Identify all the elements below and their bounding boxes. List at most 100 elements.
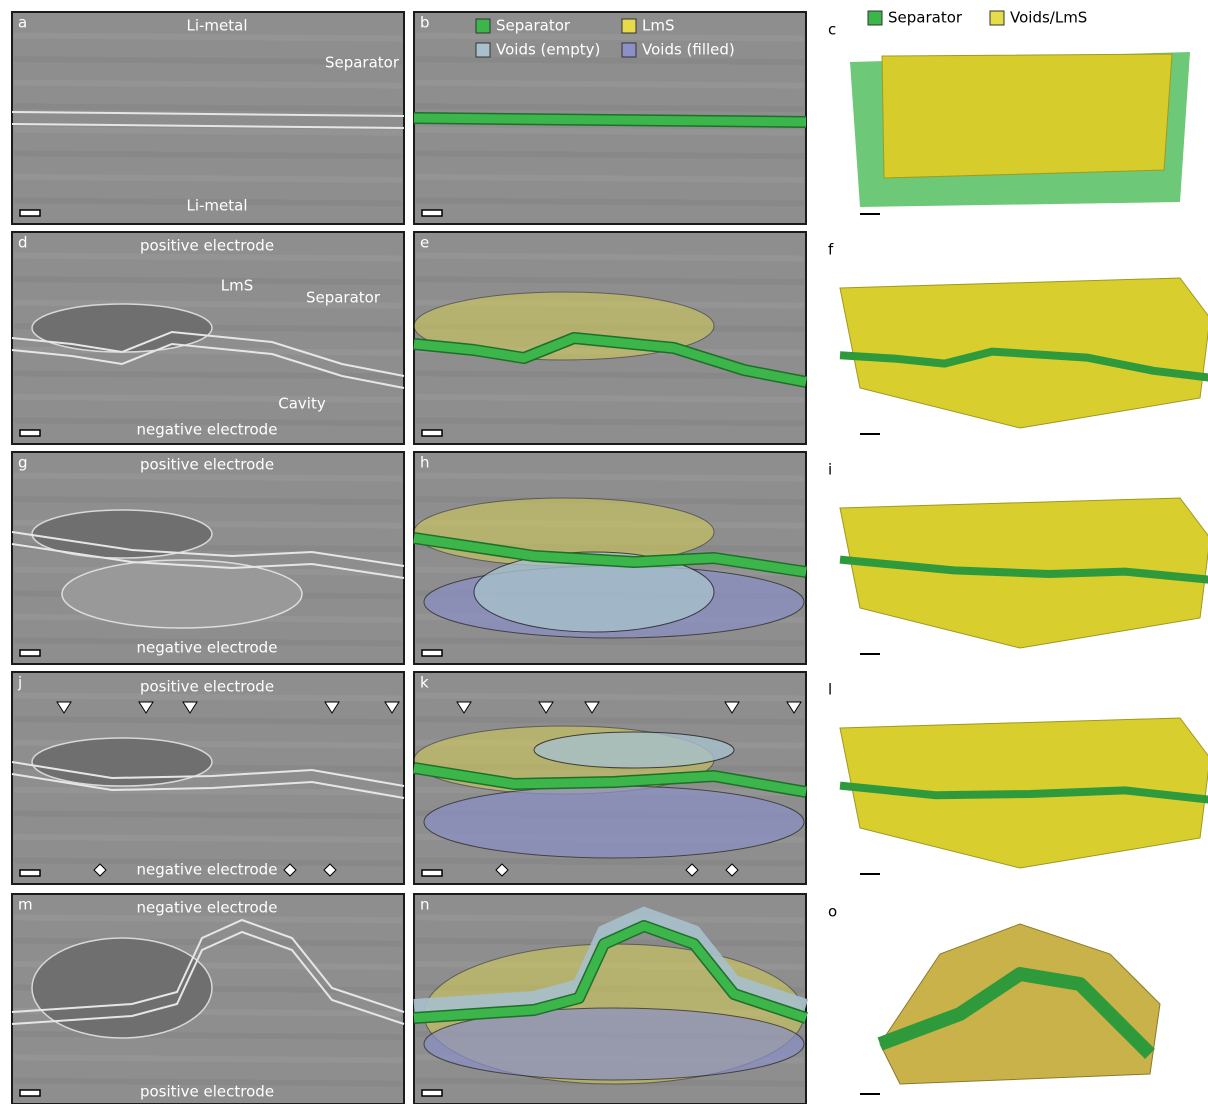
scale-bar [422, 1090, 442, 1096]
texture-streak [14, 1034, 402, 1037]
legend-label: Separator [888, 9, 963, 27]
panel-label: n [420, 896, 430, 914]
texture-streak [14, 941, 402, 944]
scale-bar [422, 210, 442, 216]
texture-streak [416, 200, 804, 203]
legend-swatch [990, 11, 1004, 25]
panel: b Separator LmS Voids (empty) Voids (filled) [414, 12, 806, 224]
panel: j positive electrode negative electrode [12, 672, 404, 884]
texture-streak [416, 719, 804, 722]
texture-streak [416, 153, 804, 156]
separator-band [414, 118, 806, 122]
panel: e [414, 232, 806, 444]
annotation: negative electrode [137, 899, 278, 917]
texture-streak [416, 83, 804, 86]
texture-streak [416, 397, 804, 400]
void-empty [534, 732, 734, 768]
annotation: Separator [306, 289, 381, 307]
texture-streak [14, 83, 402, 86]
annotation: negative electrode [137, 861, 278, 879]
annotation: Separator [325, 54, 400, 72]
scale-bar [422, 650, 442, 656]
texture-streak [416, 279, 804, 282]
texture-streak [14, 837, 402, 840]
texture-streak [416, 420, 804, 423]
legend-swatch [476, 19, 490, 33]
panel-label: o [828, 903, 837, 921]
panel-label: e [420, 234, 429, 252]
texture-streak [416, 256, 804, 259]
legend-label: Voids (filled) [642, 41, 735, 59]
texture-streak [14, 350, 402, 353]
panel-label: h [420, 454, 430, 472]
texture-streak [416, 130, 804, 133]
texture-streak [14, 106, 402, 109]
texture-streak [416, 917, 804, 920]
lms-3d [880, 924, 1160, 1084]
legend-label: Voids (empty) [496, 41, 600, 59]
scale-bar [20, 650, 40, 656]
figure: aLi-metalSeparatorLi-metalbSeparatorLmSV… [0, 0, 1208, 1104]
scale-bar [20, 210, 40, 216]
panel-label: j [17, 674, 22, 692]
panel: n [414, 894, 806, 1104]
texture-streak [416, 640, 804, 643]
texture-streak [416, 36, 804, 39]
panel: l [828, 681, 1208, 875]
annotation: negative electrode [137, 421, 278, 439]
annotation: LmS [221, 277, 254, 295]
panel-label: i [828, 461, 832, 479]
texture-streak [14, 1057, 402, 1060]
texture-streak [14, 499, 402, 502]
scale-bar [422, 870, 442, 876]
texture-streak [416, 106, 804, 109]
annotation: positive electrode [140, 456, 274, 474]
panel-label: l [828, 681, 832, 699]
scale-bar [20, 870, 40, 876]
texture-streak [416, 476, 804, 479]
annotation: Cavity [278, 395, 326, 413]
panel: h [414, 452, 806, 664]
scale-bar [20, 430, 40, 436]
legend-label: LmS [642, 17, 675, 35]
texture-streak [416, 177, 804, 180]
texture-streak [14, 153, 402, 156]
texture-streak [14, 696, 402, 699]
texture-streak [14, 279, 402, 282]
texture-streak [14, 917, 402, 920]
annotation: negative electrode [137, 639, 278, 657]
legend-swatch [476, 43, 490, 57]
panel-label: m [18, 896, 33, 914]
annotation: Li-metal [186, 17, 247, 35]
annotation: positive electrode [140, 678, 274, 696]
panel-label: c [828, 21, 836, 39]
void-filled [424, 786, 804, 858]
panel-label: d [18, 234, 28, 252]
texture-streak [416, 860, 804, 863]
micrograph [12, 12, 404, 224]
panel: d positive electrode LmS Separator Cavityneg… [12, 232, 404, 444]
texture-streak [14, 813, 402, 816]
panel-label: b [420, 14, 430, 32]
texture-streak [14, 719, 402, 722]
legend-label: Separator [496, 17, 571, 35]
legend-swatch [622, 43, 636, 57]
panel-label: k [420, 674, 429, 692]
annotation: Li-metal [186, 197, 247, 215]
panel-label: f [828, 241, 834, 259]
texture-streak [416, 696, 804, 699]
texture-streak [14, 130, 402, 133]
texture-streak [14, 790, 402, 793]
panel: i [828, 461, 1208, 655]
annotation: positive electrode [140, 237, 274, 255]
texture-streak [14, 36, 402, 39]
scale-bar [422, 430, 442, 436]
texture-streak [14, 397, 402, 400]
legend-swatch [868, 11, 882, 25]
texture-streak [14, 256, 402, 259]
scale-bar [20, 1090, 40, 1096]
